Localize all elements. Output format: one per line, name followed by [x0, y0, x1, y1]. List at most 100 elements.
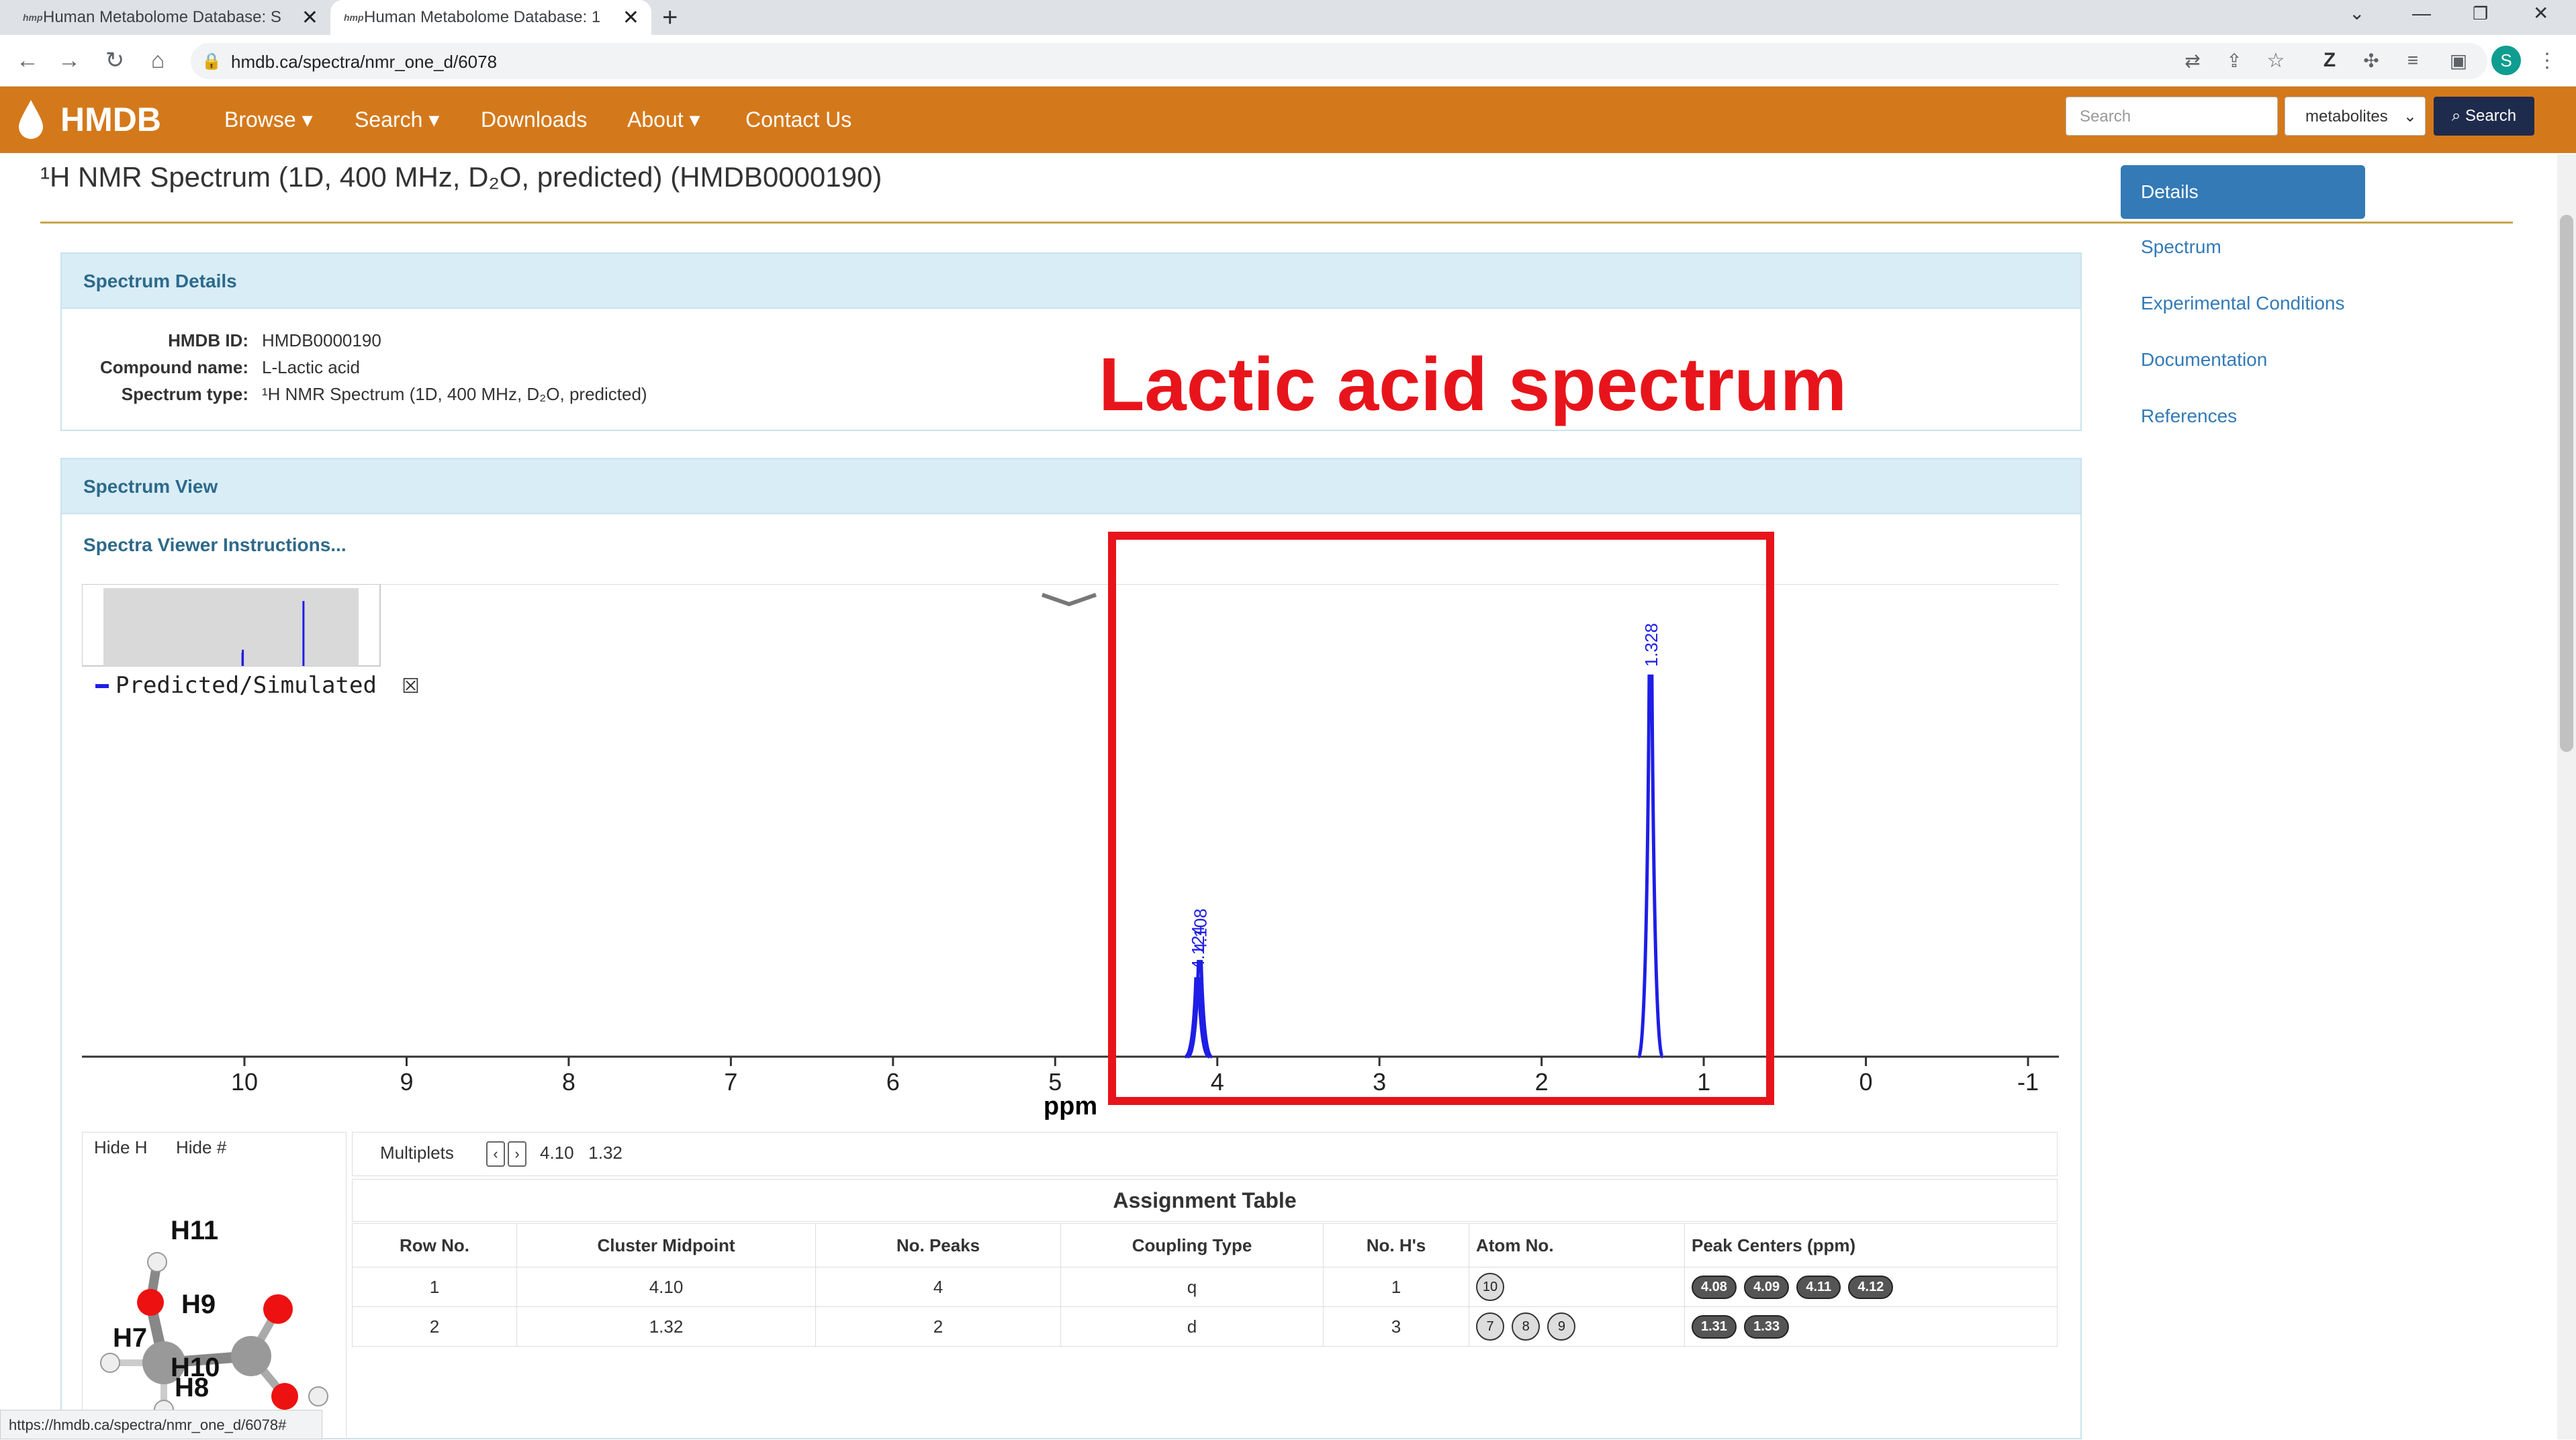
new-tab-icon[interactable]: + — [662, 3, 678, 32]
search-icon: ⌕ — [2451, 107, 2461, 125]
close-icon[interactable]: ✕ — [622, 6, 639, 29]
nav-about[interactable]: About ▾ — [627, 107, 700, 132]
sidenav-details[interactable]: Details — [2121, 165, 2365, 219]
side-panel-icon[interactable]: ▣ — [2449, 50, 2468, 71]
reload-icon[interactable]: ↻ — [105, 48, 125, 73]
zotero-icon[interactable]: Z — [2323, 49, 2336, 71]
peak-label: 1.328 — [1641, 623, 1661, 667]
x-tick-label: 3 — [1373, 1068, 1386, 1096]
hide-number-button[interactable]: Hide # — [176, 1137, 227, 1157]
detail-key-compound: Compound name: — [100, 357, 248, 377]
bookmark-star-icon[interactable]: ☆ — [2266, 49, 2285, 72]
sidenav-experimental-conditions[interactable]: Experimental Conditions — [2141, 293, 2345, 314]
url-text[interactable]: hmdb.ca/spectra/nmr_one_d/6078 — [231, 52, 498, 72]
tab-search-icon[interactable]: ⌄ — [2349, 3, 2365, 23]
window-close-icon[interactable]: ✕ — [2533, 3, 2549, 23]
spectrum-chart[interactable]: Predicted/Simulated ☒ 10 9 8 7 6 5 4 3 2 1 0 -1 4.1… — [82, 584, 2059, 1128]
chevron-right-icon[interactable]: › — [508, 1141, 526, 1167]
peak-center-badge[interactable]: 1.33 — [1744, 1315, 1790, 1339]
back-icon[interactable]: ← — [16, 47, 39, 73]
carbon-atom — [231, 1336, 271, 1376]
multiplets-label: Multiplets — [380, 1143, 454, 1163]
detail-value-hmdb-id: HMDB0000190 — [262, 330, 381, 350]
atom-badge[interactable]: 8 — [1512, 1312, 1540, 1341]
scrollbar-thumb[interactable] — [2560, 215, 2573, 752]
address-bar[interactable] — [191, 43, 2487, 79]
atom-badge[interactable]: 10 — [1476, 1273, 1504, 1301]
reading-list-icon[interactable]: ≡ — [2407, 50, 2419, 70]
site-logo[interactable]: HMDB — [60, 101, 161, 138]
forward-icon[interactable]: → — [58, 47, 81, 73]
search-type-select[interactable]: metabolites ⌄ — [2285, 97, 2426, 136]
favicon: hmp — [23, 12, 43, 23]
panel-heading: Spectrum Details — [62, 254, 2080, 309]
atom-badge[interactable]: 7 — [1476, 1312, 1504, 1341]
hmdb-drop-logo-icon[interactable] — [17, 99, 44, 139]
share-icon[interactable]: ⇪ — [2226, 50, 2242, 71]
molecule-3d-model[interactable]: H11 H9 H7 H10 H8 — [83, 1195, 345, 1437]
cell-atoms: 7 8 9 — [1469, 1306, 1685, 1347]
col-header: Row No. — [352, 1223, 517, 1267]
annotation-text: Lactic acid spectrum — [1099, 342, 1847, 426]
profile-avatar[interactable]: S — [2491, 46, 2521, 75]
cell-no-peaks: 4 — [815, 1267, 1061, 1307]
legend-toggle-icon[interactable]: ☒ — [402, 675, 420, 698]
viewer-instructions-link[interactable]: Spectra Viewer Instructions... — [83, 534, 347, 555]
atom-badge[interactable]: 9 — [1547, 1312, 1576, 1341]
peak-center-badge[interactable]: 4.12 — [1848, 1276, 1894, 1299]
nav-browse[interactable]: Browse ▾ — [224, 107, 313, 132]
oxygen-atom — [263, 1294, 293, 1324]
site-search-input[interactable]: Search — [2066, 97, 2278, 136]
assignment-table-title: Assignment Table — [1113, 1188, 1297, 1212]
restore-icon[interactable]: ❐ — [2473, 3, 2489, 23]
minimize-icon[interactable]: — — [2412, 3, 2431, 23]
detail-key-hmdb-id: HMDB ID: — [168, 330, 248, 350]
close-icon[interactable]: ✕ — [301, 6, 318, 29]
nav-search[interactable]: Search ▾ — [355, 107, 440, 132]
sidenav-documentation[interactable]: Documentation — [2141, 349, 2268, 370]
atom-label: H7 — [113, 1323, 147, 1353]
x-axis-label: ppm — [1044, 1092, 1097, 1120]
peak-center-badge[interactable]: 4.11 — [1796, 1276, 1841, 1299]
detail-key-spectrum-type: Spectrum type: — [121, 384, 248, 404]
legend-label: Predicted/Simulated — [116, 672, 377, 699]
chevron-left-icon[interactable]: ‹ — [486, 1141, 505, 1167]
table-row[interactable]: 1 4.10 4 q 1 10 4.08 4.09 4.11 4.12 — [352, 1267, 2058, 1307]
nav-contact[interactable]: Contact Us — [745, 107, 852, 132]
chevron-down-icon[interactable] — [1042, 593, 1097, 607]
peak-center-badge[interactable]: 4.09 — [1744, 1276, 1790, 1299]
spectrum-peak[interactable] — [1187, 959, 1213, 1059]
panel-heading: Spectrum View — [62, 459, 2080, 514]
browser-tab-1[interactable]: hmp Human Metabolome Database: S ✕ — [9, 0, 330, 35]
sidenav-references[interactable]: References — [2141, 405, 2238, 426]
peak-center-badge[interactable]: 4.08 — [1692, 1276, 1737, 1299]
nav-downloads[interactable]: Downloads — [481, 107, 588, 132]
translate-icon[interactable]: ⇄ — [2184, 50, 2201, 71]
x-tick-label: 10 — [231, 1068, 258, 1096]
cell-no-h: 1 — [1323, 1267, 1469, 1307]
hide-h-button[interactable]: Hide H — [94, 1137, 148, 1157]
peak-center-badge[interactable]: 1.31 — [1692, 1315, 1737, 1339]
lock-icon[interactable]: 🔒 — [201, 52, 222, 70]
cell-row-no: 2 — [352, 1306, 517, 1347]
home-icon[interactable]: ⌂ — [150, 47, 165, 73]
menu-kebab-icon[interactable]: ⋮ — [2537, 49, 2557, 72]
detail-value-spectrum-type: ¹H NMR Spectrum (1D, 400 MHz, D₂O, predi… — [262, 384, 647, 404]
browser-tab-2[interactable]: hmp Human Metabolome Database: 1 ✕ — [330, 0, 651, 35]
table-row[interactable]: 2 1.32 2 d 3 7 8 9 1.31 1.33 — [352, 1306, 2058, 1347]
x-tick-label: -1 — [2017, 1068, 2039, 1096]
col-header: Atom No. — [1469, 1223, 1685, 1267]
cell-coupling: q — [1060, 1267, 1324, 1307]
spectrum-details-panel: Spectrum Details — [60, 252, 2082, 431]
extensions-icon[interactable]: ✣ — [2363, 50, 2379, 71]
cell-peak-centers: 1.31 1.33 — [1684, 1306, 2058, 1347]
sidenav-spectrum[interactable]: Spectrum — [2141, 236, 2221, 257]
carbon-atom — [142, 1341, 185, 1384]
atom-label: H11 — [171, 1216, 218, 1245]
site-search-button[interactable]: ⌕ Search — [2434, 97, 2534, 136]
atom-label: H8 — [175, 1373, 209, 1402]
minimap-viewport[interactable] — [103, 588, 359, 666]
multiplet-values[interactable]: 4.10 1.32 — [540, 1143, 623, 1163]
cell-no-h: 3 — [1323, 1306, 1469, 1347]
spectrum-peak[interactable] — [1637, 674, 1665, 1059]
